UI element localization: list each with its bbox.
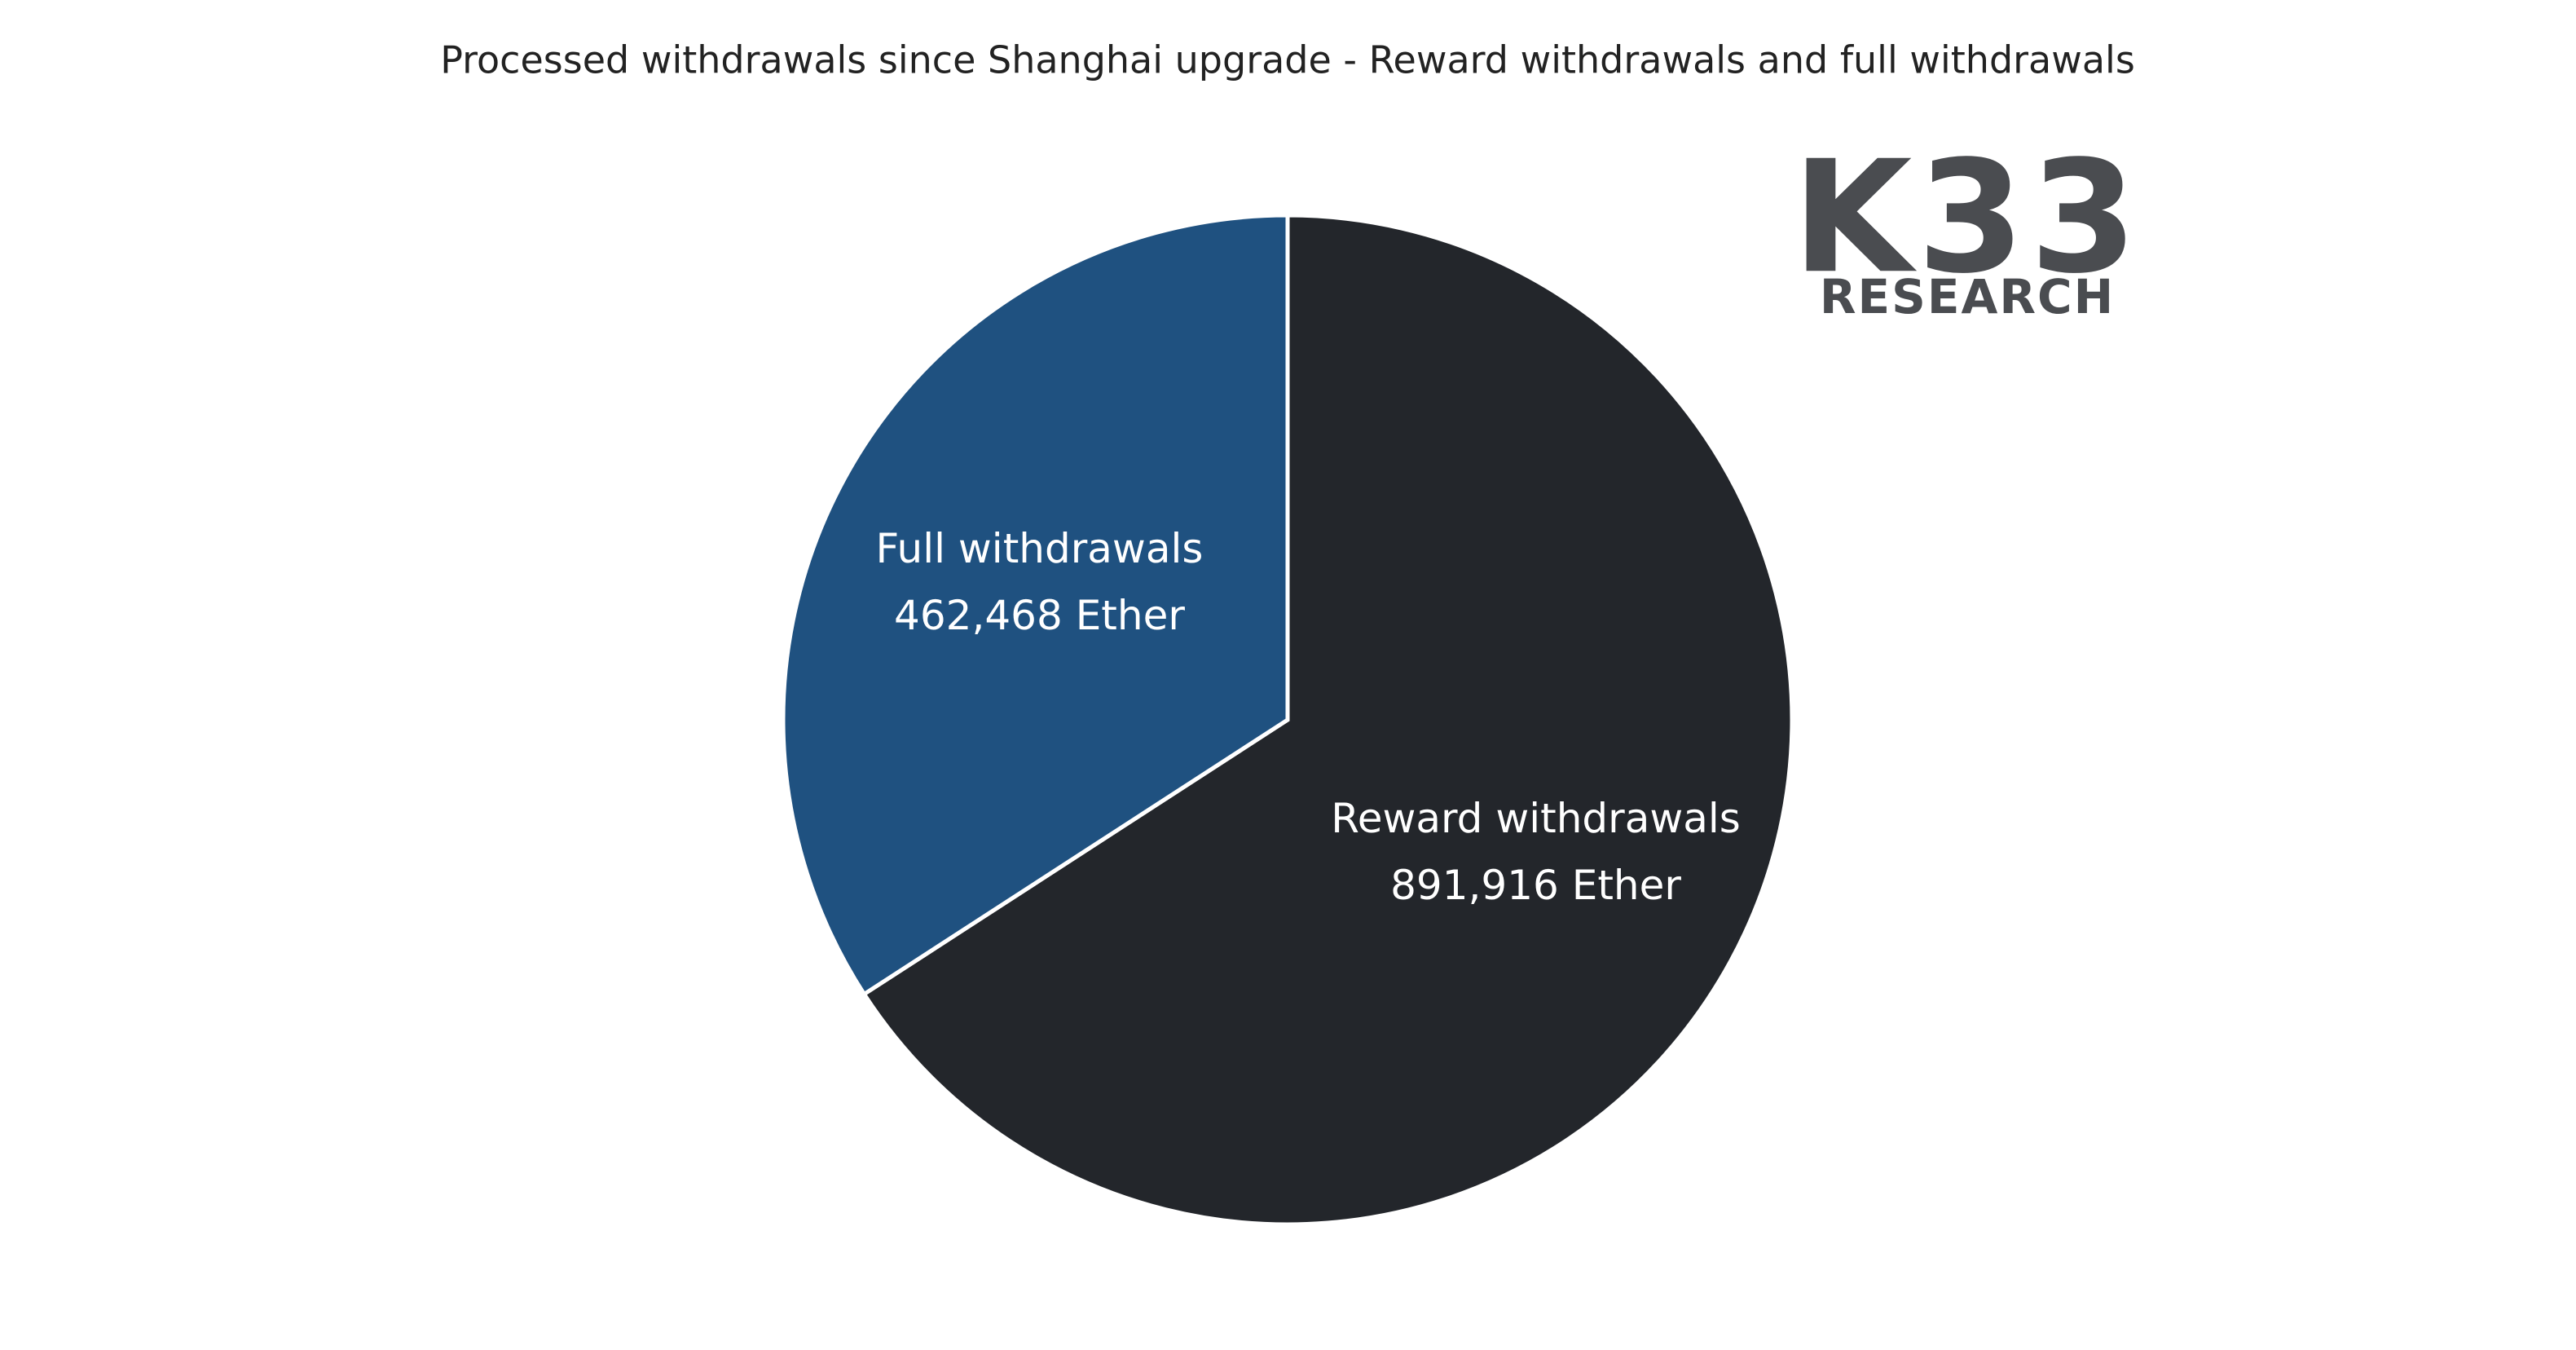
logo: K33 RESEARCH: [1792, 127, 2142, 324]
slice-value-label: 891,916 Ether: [1390, 862, 1681, 909]
logo-title: K33: [1792, 127, 2142, 307]
chart-title: Processed withdrawals since Shanghai upg…: [440, 38, 2135, 82]
pie-slice: [861, 213, 1794, 1227]
slice-label: Reward withdrawals: [1331, 795, 1741, 842]
slice-label: Full withdrawals: [876, 525, 1204, 572]
slice-value-label: 462,468 Ether: [894, 592, 1185, 639]
logo-subtitle: RESEARCH: [1820, 269, 2115, 324]
pie-slice: [781, 213, 1290, 997]
